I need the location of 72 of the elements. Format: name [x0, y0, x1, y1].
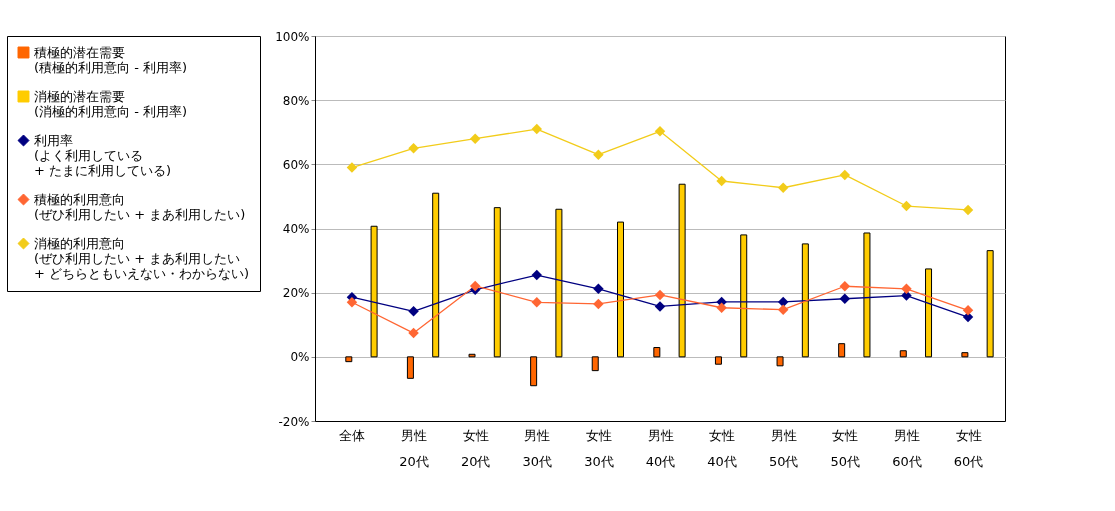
legend-label: 消極的潜在需要 (消極的利用意向 - 利用率) [34, 88, 188, 119]
bar [432, 192, 440, 358]
legend-label: 利用率 (よく利用している + たまに利用している) [34, 132, 172, 178]
y-tick-label: 20% [282, 286, 310, 301]
point [469, 133, 481, 144]
y-tick-label: 0% [290, 350, 310, 365]
bar [493, 207, 501, 358]
point [654, 289, 666, 301]
x-tick-label: 女性 40代 [707, 427, 737, 469]
bar [591, 356, 599, 372]
point [777, 182, 789, 193]
bar [678, 183, 686, 358]
point [408, 143, 419, 154]
bar [838, 343, 846, 358]
bar [863, 232, 871, 358]
y-tick-label: -20% [278, 414, 310, 429]
point [408, 327, 419, 339]
legend-label: 消極的利用意向 (ぜひ利用したい + まあ利用したい + どちらともいえない・わからない) [34, 235, 250, 281]
y-tick-label: 80% [282, 93, 310, 108]
point [839, 281, 851, 292]
point [593, 298, 604, 310]
legend-label: 積極的利用意向 (ぜひ利用したい + まあ利用したい) [34, 191, 246, 222]
point [901, 283, 912, 295]
x-tick-label: 男性 60代 [892, 427, 922, 469]
x-tick-label: 男性 30代 [522, 427, 553, 469]
point [593, 149, 604, 160]
point [962, 305, 974, 316]
x-tick-label: 女性 20代 [460, 427, 491, 469]
y-tick-label: 60% [282, 157, 310, 172]
x-tick-label: 男性 20代 [399, 427, 429, 469]
bar [370, 225, 378, 358]
bar [776, 356, 784, 367]
x-tick-label: 全体 [339, 427, 366, 443]
point [962, 204, 974, 216]
point [346, 297, 358, 308]
bar [740, 234, 748, 358]
point [408, 306, 419, 317]
x-tick-label: 女性 30代 [584, 427, 614, 469]
bar [530, 356, 538, 387]
point [593, 283, 604, 295]
point [531, 269, 543, 281]
point [654, 126, 666, 137]
point [531, 297, 543, 308]
x-tick-label: 女性 60代 [953, 427, 984, 469]
point [839, 293, 851, 305]
bar [986, 250, 994, 358]
y-tick-label: 40% [282, 222, 310, 236]
bar [801, 243, 809, 358]
point [346, 162, 358, 173]
point [901, 200, 912, 212]
bar [555, 208, 563, 358]
bar [406, 356, 414, 379]
x-tick-label: 女性 50代 [830, 427, 861, 469]
point [531, 123, 543, 135]
bar [925, 268, 933, 358]
point [654, 301, 666, 312]
bar [653, 347, 661, 358]
point [716, 302, 727, 313]
point [469, 280, 481, 292]
bar [961, 352, 969, 358]
bar [468, 353, 476, 358]
y-tick-label: 100% [275, 29, 310, 44]
point [839, 169, 851, 181]
legend-label: 積極的潜在需要 (積極的利用意向 - 利用率) [34, 44, 188, 75]
bar [617, 221, 625, 358]
bar [899, 350, 907, 358]
point [716, 175, 727, 187]
bar [714, 356, 722, 365]
bar [345, 356, 353, 363]
x-tick-label: 男性 50代 [768, 427, 799, 469]
point [777, 304, 789, 315]
x-tick-label: 男性 40代 [645, 427, 676, 469]
